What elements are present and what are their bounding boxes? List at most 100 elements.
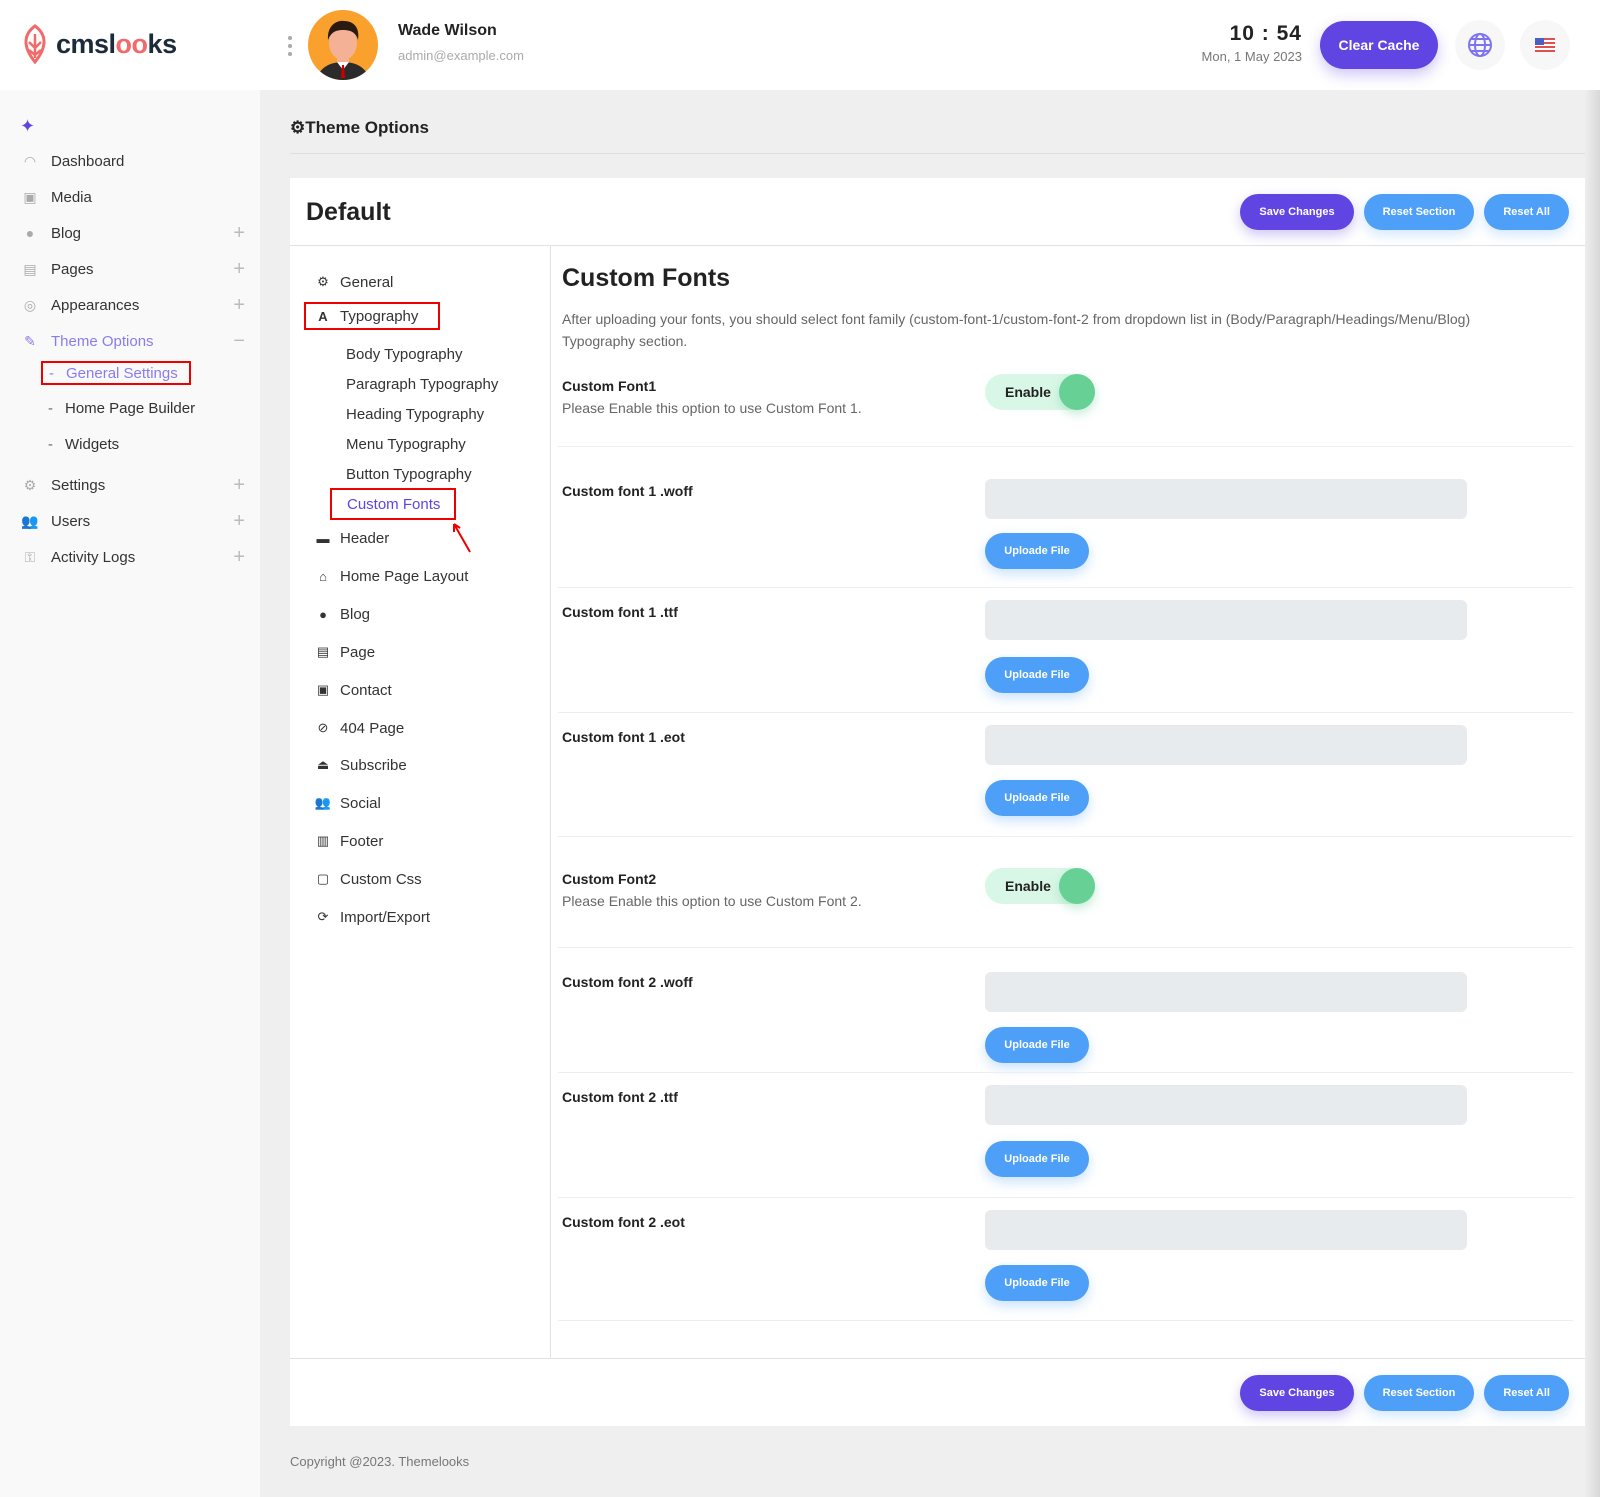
sidebar-sub-home-page-builder[interactable]: - Home Page Builder	[48, 399, 196, 417]
nav-subscribe[interactable]: ⏏ Subscribe	[314, 753, 407, 777]
nav-paragraph-typography[interactable]: Paragraph Typography	[346, 375, 499, 393]
file-path-input[interactable]	[985, 972, 1467, 1012]
dashboard-icon: ◠	[23, 153, 37, 169]
file-row-font1-woff: Custom font 1 .woff Uploade File	[558, 446, 1573, 587]
file-path-input[interactable]	[985, 479, 1467, 519]
save-changes-button[interactable]: Save Changes	[1240, 194, 1354, 230]
upload-file-button[interactable]: Uploade File	[985, 533, 1089, 569]
sidebar-item-users[interactable]: 👥 Users +	[20, 509, 245, 533]
more-vertical-icon[interactable]	[288, 36, 292, 56]
custom-font1-toggle[interactable]: Enable	[985, 374, 1095, 410]
nav-blog[interactable]: ● Blog	[314, 602, 370, 626]
nav-header[interactable]: ▬ Header	[314, 526, 390, 550]
nav-404-page[interactable]: ⊘ 404 Page	[314, 716, 405, 740]
nav-general[interactable]: ⚙ General	[314, 270, 393, 294]
sidebar-item-settings[interactable]: ⚙ Settings +	[20, 473, 245, 497]
section-description: After uploading your fonts, you should s…	[562, 311, 1471, 349]
expand-icon[interactable]: +	[233, 509, 245, 532]
sidebar-item-media[interactable]: ▣ Media	[20, 185, 245, 209]
nav-custom-css[interactable]: ▢ Custom Css	[314, 867, 422, 891]
header-actions: Save Changes Reset Section Reset All	[1240, 194, 1569, 230]
panel-header: Default Save Changes Reset Section Reset…	[290, 178, 1585, 246]
custom-font2-label: Custom Font2	[562, 871, 657, 887]
avatar[interactable]	[308, 10, 378, 80]
reset-section-button[interactable]: Reset Section	[1363, 194, 1475, 230]
blog-icon: ●	[25, 225, 35, 241]
upload-file-button[interactable]: Uploade File	[985, 780, 1089, 816]
nav-label: General	[340, 273, 394, 291]
sidebar-item-label: Pages	[51, 260, 94, 278]
nav-label: Contact	[340, 681, 392, 699]
sidebar-item-label: Media	[51, 188, 92, 206]
nav-custom-fonts[interactable]: Custom Fonts	[330, 488, 456, 520]
blog-icon: ●	[319, 606, 327, 622]
expand-icon[interactable]: +	[233, 257, 245, 280]
scrollbar[interactable]	[1585, 90, 1600, 1497]
nav-social[interactable]: 👥 Social	[314, 791, 381, 815]
upload-file-button[interactable]: Uploade File	[985, 657, 1089, 693]
header-icon: ▬	[316, 530, 330, 546]
file-label: Custom font 1 .woff	[562, 483, 693, 499]
clear-cache-button[interactable]: Clear Cache	[1320, 21, 1438, 69]
upload-file-button[interactable]: Uploade File	[985, 1265, 1089, 1301]
sidebar-sub-widgets[interactable]: - Widgets	[48, 435, 120, 453]
save-changes-button[interactable]: Save Changes	[1240, 1375, 1354, 1411]
nav-button-typography[interactable]: Button Typography	[346, 465, 472, 483]
upload-file-button[interactable]: Uploade File	[985, 1141, 1089, 1177]
file-label: Custom font 2 .woff	[562, 974, 693, 990]
upload-file-button[interactable]: Uploade File	[985, 1027, 1089, 1063]
sidebar-item-dashboard[interactable]: ◠ Dashboard	[20, 149, 245, 173]
pin-icon[interactable]: ✦	[20, 116, 36, 136]
custom-font2-toggle[interactable]: Enable	[985, 868, 1095, 904]
logo[interactable]: cmslooks	[20, 24, 177, 64]
collapse-icon[interactable]: −	[233, 329, 245, 352]
custom-font2-hint: Please Enable this option to use Custom …	[562, 893, 862, 909]
nav-menu-typography[interactable]: Menu Typography	[346, 435, 466, 453]
toggle-knob	[1059, 868, 1095, 904]
flag-button[interactable]	[1520, 20, 1570, 70]
nav-footer[interactable]: ▥ Footer	[314, 829, 384, 853]
nav-import-export[interactable]: ⟳ Import/Export	[314, 905, 430, 929]
file-path-input[interactable]	[985, 1085, 1467, 1125]
nav-page[interactable]: ▤ Page	[314, 640, 375, 664]
nav-contact[interactable]: ▣ Contact	[314, 678, 392, 702]
nav-label: Custom Css	[340, 870, 422, 888]
reset-all-button[interactable]: Reset All	[1484, 194, 1569, 230]
gears-icon: ⚙	[317, 274, 329, 289]
sidebar-sub-label: Home Page Builder	[65, 399, 196, 417]
footer-actions: Save Changes Reset Section Reset All	[1240, 1375, 1569, 1411]
expand-icon[interactable]: +	[233, 473, 245, 496]
sidebar-item-pages[interactable]: ▤ Pages +	[20, 257, 245, 281]
nav-typography[interactable]: A Typography	[304, 302, 440, 330]
file-label: Custom font 1 .eot	[562, 729, 685, 745]
page-title-text: Theme Options	[305, 118, 429, 137]
sidebar-item-activity-logs[interactable]: ⚿ Activity Logs +	[20, 545, 245, 569]
reset-all-button[interactable]: Reset All	[1484, 1375, 1569, 1411]
sidebar-sub-general-settings[interactable]: - General Settings	[41, 361, 191, 385]
file-label: Custom font 1 .ttf	[562, 604, 678, 620]
footer-icon: ▥	[316, 833, 330, 848]
sidebar-item-theme-options[interactable]: ✎ Theme Options −	[20, 329, 245, 353]
nav-label: Page	[340, 643, 376, 661]
sidebar-item-blog[interactable]: ● Blog +	[20, 221, 245, 245]
expand-icon[interactable]: +	[233, 221, 245, 244]
sidebar-item-appearances[interactable]: ◎ Appearances +	[20, 293, 245, 317]
subscribe-icon: ⏏	[316, 757, 330, 772]
nav-home-page-layout[interactable]: ⌂ Home Page Layout	[314, 564, 468, 588]
ban-icon: ⊘	[317, 720, 329, 735]
expand-icon[interactable]: +	[233, 545, 245, 568]
nav-body-typography[interactable]: Body Typography	[346, 345, 463, 363]
copyright: Copyright @2023. Themelooks	[290, 1454, 470, 1469]
file-path-input[interactable]	[985, 600, 1467, 640]
expand-icon[interactable]: +	[233, 293, 245, 316]
file-path-input[interactable]	[985, 725, 1467, 765]
language-button[interactable]	[1455, 20, 1505, 70]
file-label: Custom font 2 .eot	[562, 1214, 685, 1230]
nav-heading-typography[interactable]: Heading Typography	[346, 405, 485, 423]
toggle-knob	[1059, 374, 1095, 410]
top-header: cmslooks Wade Wilson admin@example.com 1…	[0, 0, 1600, 90]
clock: 10 : 54 Mon, 1 May 2023	[1202, 22, 1302, 64]
reset-section-button[interactable]: Reset Section	[1363, 1375, 1475, 1411]
file-path-input[interactable]	[985, 1210, 1467, 1250]
sidebar-item-label: Theme Options	[51, 332, 154, 350]
